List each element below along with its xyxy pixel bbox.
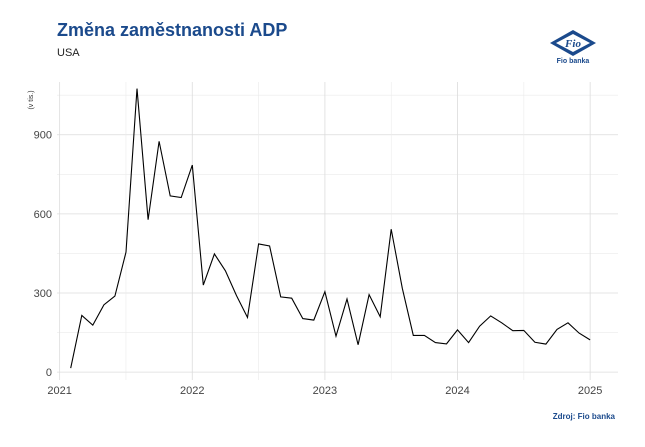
chart-subtitle: USA	[57, 47, 80, 59]
x-tick-label: 2024	[445, 385, 469, 397]
source-note: Zdroj: Fio banka	[552, 412, 615, 421]
x-tick-label: 2021	[47, 385, 71, 397]
y-tick-label: 600	[34, 209, 52, 221]
grid-lines	[57, 82, 618, 380]
x-tick-label: 2025	[578, 385, 602, 397]
fio-logo: Fio Fio banka	[548, 28, 598, 68]
x-tick-label: 2023	[313, 385, 337, 397]
fio-logo-icon: Fio	[550, 30, 596, 56]
chart-title: Změna zaměstnanosti ADP	[57, 20, 288, 40]
y-tick-label: 900	[34, 130, 52, 142]
x-axis: 2021 2022 2023 2024 2025	[47, 385, 602, 397]
logo-label: Fio banka	[556, 58, 590, 65]
y-axis: 0 300 600 900	[34, 130, 52, 379]
y-tick-label: 300	[34, 288, 52, 300]
y-tick-label: 0	[46, 367, 52, 379]
y-axis-label: (v tis.)	[28, 90, 35, 109]
logo-mark: Fio	[564, 38, 581, 50]
x-tick-label: 2022	[180, 385, 204, 397]
series-line	[70, 88, 591, 369]
